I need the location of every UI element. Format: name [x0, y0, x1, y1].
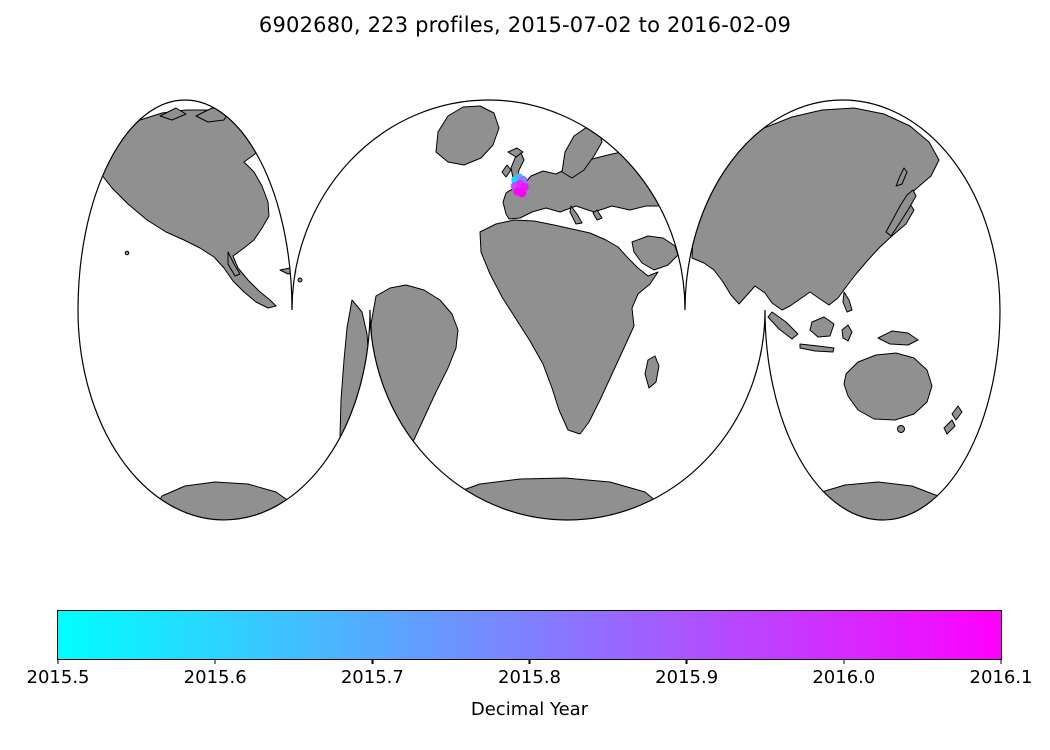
- tick-label: 2015.9: [655, 667, 719, 688]
- continent-africa: [479, 219, 659, 435]
- sakhalin: [895, 167, 908, 187]
- borneo: [809, 316, 835, 338]
- hawaii-island: [124, 250, 130, 256]
- colorbar-tick: 2015.5: [26, 659, 90, 688]
- tick-mark: [371, 659, 374, 664]
- colorbar-tick: 2015.9: [655, 659, 718, 688]
- sumatra: [767, 311, 799, 340]
- colorbar-tick: 2016.0: [812, 659, 875, 688]
- antarctica-west: [149, 481, 294, 520]
- greenland: [435, 105, 500, 166]
- java: [799, 343, 835, 353]
- colorbar-tick: 2016.1: [969, 659, 1033, 688]
- colorbar-tick: 2015.6: [184, 659, 247, 688]
- colorbar-axis-label: Decimal Year: [470, 699, 589, 720]
- italy: [569, 205, 583, 225]
- tick-mark: [843, 659, 845, 664]
- tick-label: 2016.0: [812, 667, 876, 688]
- baja-california: [227, 251, 241, 277]
- tick-mark: [685, 659, 688, 664]
- arctic-islands: [159, 107, 187, 121]
- tick-label: 2015.5: [26, 667, 90, 688]
- tick-mark: [57, 659, 59, 664]
- greece: [592, 209, 603, 221]
- new-guinea: [877, 330, 919, 346]
- tick-mark: [528, 659, 531, 664]
- figure-title: 6902680, 223 profiles, 2015-07-02 to 201…: [258, 13, 792, 37]
- tick-label: 2015.7: [340, 667, 404, 688]
- arabian-peninsula: [631, 235, 679, 271]
- tick-mark: [214, 659, 216, 664]
- ireland: [501, 164, 512, 178]
- arctic-islands: [237, 113, 263, 129]
- new-zealand: [951, 405, 963, 421]
- projection-outline: [77, 99, 1001, 521]
- colorbar-tick: 2015.8: [498, 659, 561, 688]
- continent-australia: [843, 352, 933, 421]
- landmasses: [97, 105, 963, 520]
- caribbean-islands: [297, 277, 303, 283]
- tick-label: 2015.8: [498, 667, 561, 688]
- tick-label: 2015.6: [183, 667, 247, 688]
- continent-asia: [691, 107, 940, 311]
- new-zealand: [943, 419, 956, 435]
- colorbar: 2015.5 2015.6 2015.7 2015.8 2015.9 2016.…: [27, 610, 1032, 688]
- tasmania: [897, 425, 905, 433]
- colorbar-tick: 2015.7: [341, 659, 404, 688]
- tick-mark: [1000, 659, 1002, 664]
- profile-markers: [510, 173, 529, 198]
- iceland: [507, 147, 524, 158]
- sulawesi: [841, 324, 853, 342]
- japan: [885, 189, 917, 237]
- philippines: [842, 291, 853, 313]
- tick-label: 2016.1: [969, 667, 1033, 688]
- madagascar: [644, 355, 660, 389]
- world-map: [77, 99, 1001, 521]
